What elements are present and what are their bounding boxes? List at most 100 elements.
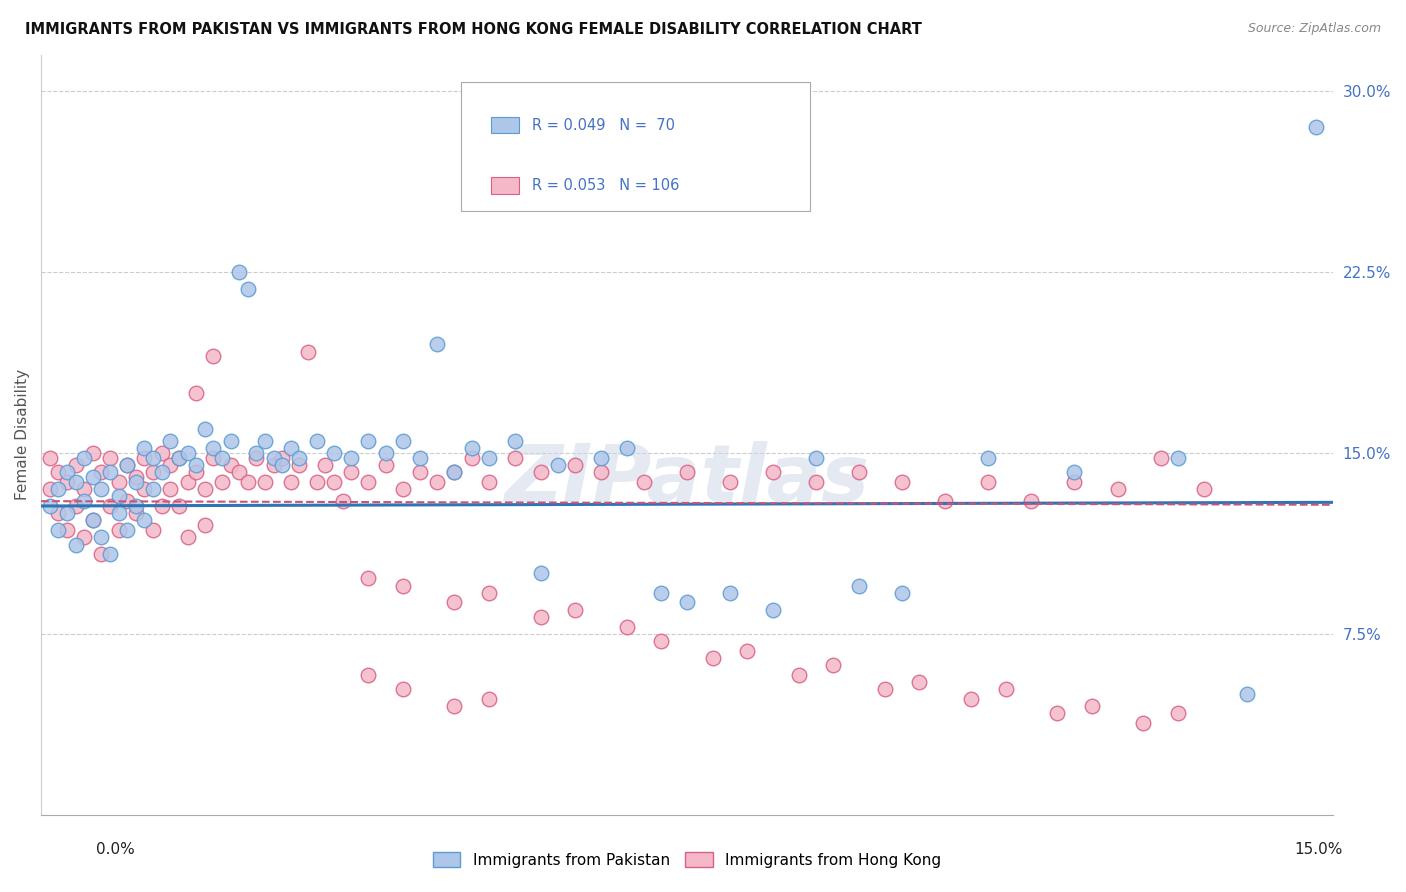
- Point: [357, 571, 380, 585]
- Point: [443, 699, 465, 714]
- FancyBboxPatch shape: [461, 82, 810, 211]
- Point: [38, 482, 60, 496]
- Point: [391, 482, 413, 496]
- Point: [107, 506, 129, 520]
- Point: [142, 482, 165, 496]
- Point: [297, 344, 319, 359]
- Point: [1305, 120, 1327, 135]
- Point: [391, 578, 413, 592]
- Point: [1046, 706, 1069, 721]
- Point: [1063, 465, 1085, 479]
- Point: [98, 465, 121, 479]
- Point: [159, 458, 181, 472]
- Point: [38, 499, 60, 513]
- Point: [65, 499, 87, 513]
- Point: [56, 465, 79, 479]
- Point: [263, 458, 285, 472]
- Point: [142, 523, 165, 537]
- Bar: [491, 117, 519, 134]
- Point: [125, 470, 148, 484]
- Point: [142, 465, 165, 479]
- Point: [1192, 482, 1215, 496]
- Point: [167, 450, 190, 465]
- Point: [891, 475, 914, 489]
- Point: [134, 513, 156, 527]
- Point: [82, 446, 104, 460]
- Point: [202, 350, 225, 364]
- Point: [236, 475, 259, 489]
- Point: [676, 595, 699, 609]
- Point: [263, 450, 285, 465]
- Point: [46, 465, 69, 479]
- Point: [159, 482, 181, 496]
- Point: [529, 566, 551, 581]
- Point: [305, 434, 328, 448]
- Point: [167, 499, 190, 513]
- Point: [934, 494, 956, 508]
- Point: [56, 523, 79, 537]
- Point: [332, 494, 354, 508]
- Text: Source: ZipAtlas.com: Source: ZipAtlas.com: [1247, 22, 1381, 36]
- Point: [1132, 715, 1154, 730]
- Point: [650, 586, 672, 600]
- Point: [478, 691, 501, 706]
- Point: [478, 586, 501, 600]
- Point: [357, 434, 380, 448]
- Point: [529, 465, 551, 479]
- Point: [228, 465, 250, 479]
- Point: [1167, 706, 1189, 721]
- Point: [245, 446, 267, 460]
- Point: [443, 465, 465, 479]
- Point: [219, 458, 242, 472]
- Point: [150, 465, 173, 479]
- Point: [65, 537, 87, 551]
- Point: [443, 465, 465, 479]
- Point: [1236, 687, 1258, 701]
- Point: [823, 658, 845, 673]
- Text: 15.0%: 15.0%: [1295, 842, 1343, 856]
- Point: [253, 475, 276, 489]
- Point: [288, 450, 311, 465]
- Point: [374, 458, 396, 472]
- Point: [460, 441, 482, 455]
- Point: [374, 446, 396, 460]
- Point: [322, 475, 344, 489]
- Text: ZIPatlas: ZIPatlas: [505, 442, 869, 519]
- Point: [56, 506, 79, 520]
- Text: R = 0.053   N = 106: R = 0.053 N = 106: [531, 178, 679, 194]
- Point: [115, 494, 138, 508]
- Point: [115, 458, 138, 472]
- Point: [90, 530, 112, 544]
- Point: [503, 450, 526, 465]
- Point: [125, 475, 148, 489]
- Point: [56, 475, 79, 489]
- Point: [340, 465, 363, 479]
- Point: [529, 610, 551, 624]
- Point: [650, 634, 672, 648]
- Point: [194, 482, 217, 496]
- Point: [73, 482, 96, 496]
- Point: [804, 475, 827, 489]
- Point: [589, 465, 612, 479]
- Point: [409, 465, 432, 479]
- Point: [150, 499, 173, 513]
- Point: [176, 530, 198, 544]
- Point: [125, 506, 148, 520]
- Point: [107, 489, 129, 503]
- Point: [478, 450, 501, 465]
- Point: [150, 446, 173, 460]
- Point: [288, 458, 311, 472]
- Point: [253, 434, 276, 448]
- Point: [848, 578, 870, 592]
- Point: [357, 667, 380, 681]
- Point: [762, 465, 785, 479]
- Point: [236, 282, 259, 296]
- Text: IMMIGRANTS FROM PAKISTAN VS IMMIGRANTS FROM HONG KONG FEMALE DISABILITY CORRELAT: IMMIGRANTS FROM PAKISTAN VS IMMIGRANTS F…: [25, 22, 922, 37]
- Point: [82, 513, 104, 527]
- Point: [1063, 475, 1085, 489]
- Point: [228, 265, 250, 279]
- Point: [357, 475, 380, 489]
- Point: [426, 337, 449, 351]
- Point: [211, 450, 233, 465]
- Point: [134, 450, 156, 465]
